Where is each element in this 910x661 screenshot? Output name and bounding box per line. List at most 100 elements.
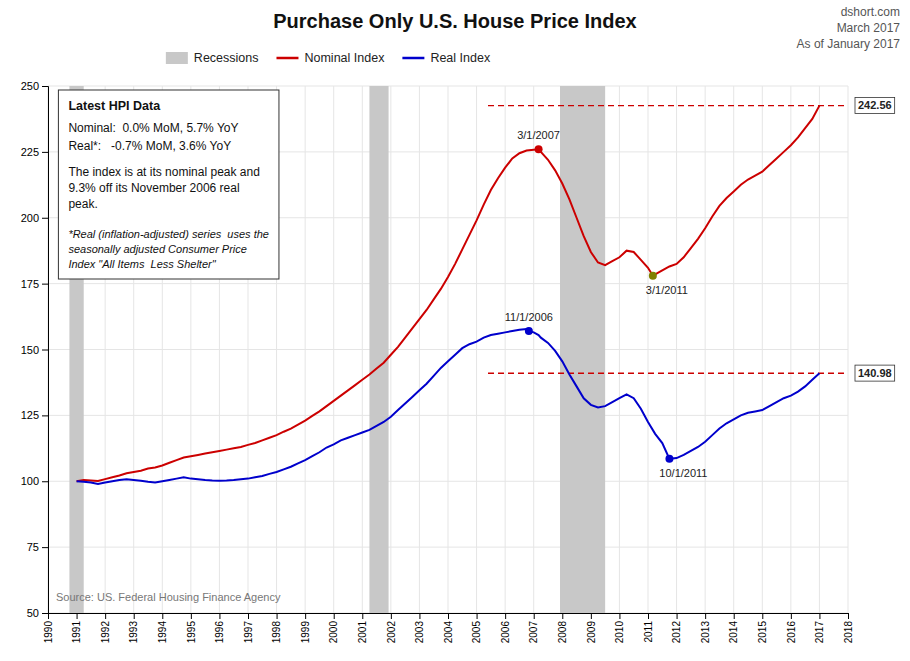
tick: 1995 [186,613,197,643]
annotation-label: 11/1/2006 [505,311,553,323]
tick-mark [42,613,48,614]
legend-item: Recessions [166,51,259,65]
subtitle: As of January 2017 [797,37,901,51]
tick-mark [334,613,335,619]
tick-label: 1990 [43,621,54,644]
tick-label: 2017 [814,621,825,644]
series-line [77,329,820,484]
end-value: 242.56 [855,97,895,113]
reference-line [488,373,848,374]
tick-mark [762,613,763,619]
info-box-footnote: seasonally adjusted Consumer Price [68,243,247,255]
tick: 2012 [671,613,682,643]
tick-label: 2015 [757,621,768,644]
tick-mark [591,613,592,619]
tick-label: 2011 [643,621,654,643]
background [0,0,910,661]
tick-mark [42,86,48,87]
end-value-label: 140.98 [858,367,892,379]
tick-label: 250 [21,80,39,92]
legend-item: Real Index [402,51,491,65]
grid-line [48,415,848,416]
tick-label: 1997 [243,621,254,644]
tick-mark [77,613,78,619]
tick-mark [734,613,735,619]
tick-label: 2003 [414,621,425,644]
tick: 225 [21,146,48,158]
tick: 2016 [786,613,797,643]
tick: 2004 [443,613,454,643]
recession-band [560,86,605,613]
tick-mark [42,284,48,285]
tick: 2001 [357,613,368,643]
tick-label: 200 [21,212,39,224]
tick: 2011 [643,613,654,643]
end-value-box [855,365,895,381]
tick-label: 125 [21,409,39,421]
grid-line [48,349,848,350]
tick: 2002 [386,613,397,643]
plot: 1990199119921993199419951996199719981999… [21,80,895,643]
y-axis-line [42,87,49,614]
legend-swatch [402,57,424,60]
tick: 200 [21,212,48,224]
tick-mark [248,613,249,619]
tick-mark [277,613,278,619]
tick-mark [191,613,192,619]
info-box-line: Real*: -0.7% MoM, 3.6% YoY [68,139,231,153]
tick-mark [162,613,163,619]
tick-mark [42,350,48,351]
info-box-paragraph: peak. [68,197,97,211]
info-box-paragraph: The index is at its nominal peak and [68,165,259,179]
tick-label: 1999 [300,621,311,644]
tick-label: 150 [21,344,39,356]
tick-mark [677,613,678,619]
grid-line [48,547,848,548]
legend-item: Nominal Index [276,51,385,65]
tick-label: 2013 [700,621,711,644]
info-box-frame [58,90,279,279]
tick-mark [219,613,220,619]
grid [48,86,848,613]
info-box: Latest HPI DataNominal: 0.0% MoM, 5.7% Y… [58,90,279,279]
tick: 1994 [157,613,168,643]
tick-label: 75 [27,541,39,553]
tick-label: 50 [27,607,39,619]
tick-mark [562,613,563,619]
tick: 1990 [43,613,54,643]
tick-mark [42,415,48,416]
tick-mark [362,613,363,619]
tick: 2005 [471,613,482,643]
tick: 2015 [757,613,768,643]
tick: 1997 [243,613,254,643]
legend-label: Recessions [194,51,259,65]
tick-label: 2004 [443,621,454,644]
y-axis: 5075100125150175200225250 [21,80,49,619]
tick: 1999 [300,613,311,643]
chart: 1990199119921993199419951996199719981999… [0,0,910,661]
info-box-title: Latest HPI Data [68,99,161,113]
legend-swatch [276,57,298,60]
tick-label: 2006 [500,621,511,644]
tick-label: 2000 [328,621,339,644]
tick-label: 100 [21,475,39,487]
tick-label: 2010 [614,621,625,644]
annotation-dot [665,455,673,463]
tick: 150 [21,344,48,356]
tick-label: 2009 [586,621,597,644]
tick-mark [419,613,420,619]
recession-band [369,86,388,613]
tick-mark [42,152,48,153]
annotation-dot [649,272,657,280]
subtitle: dshort.com [841,5,900,19]
tick: 1992 [100,613,111,643]
tick-mark [134,613,135,619]
title: Purchase Only U.S. House Price Index [273,10,636,32]
tick: 2003 [414,613,425,643]
annotation-label: 3/1/2007 [517,129,560,141]
tick-label: 225 [21,146,39,158]
end-value-label: 242.56 [858,99,892,111]
info-box-footnote: Index "All Items Less Shelter" [68,258,216,270]
tick-label: 2002 [386,621,397,644]
tick: 1998 [271,613,282,643]
